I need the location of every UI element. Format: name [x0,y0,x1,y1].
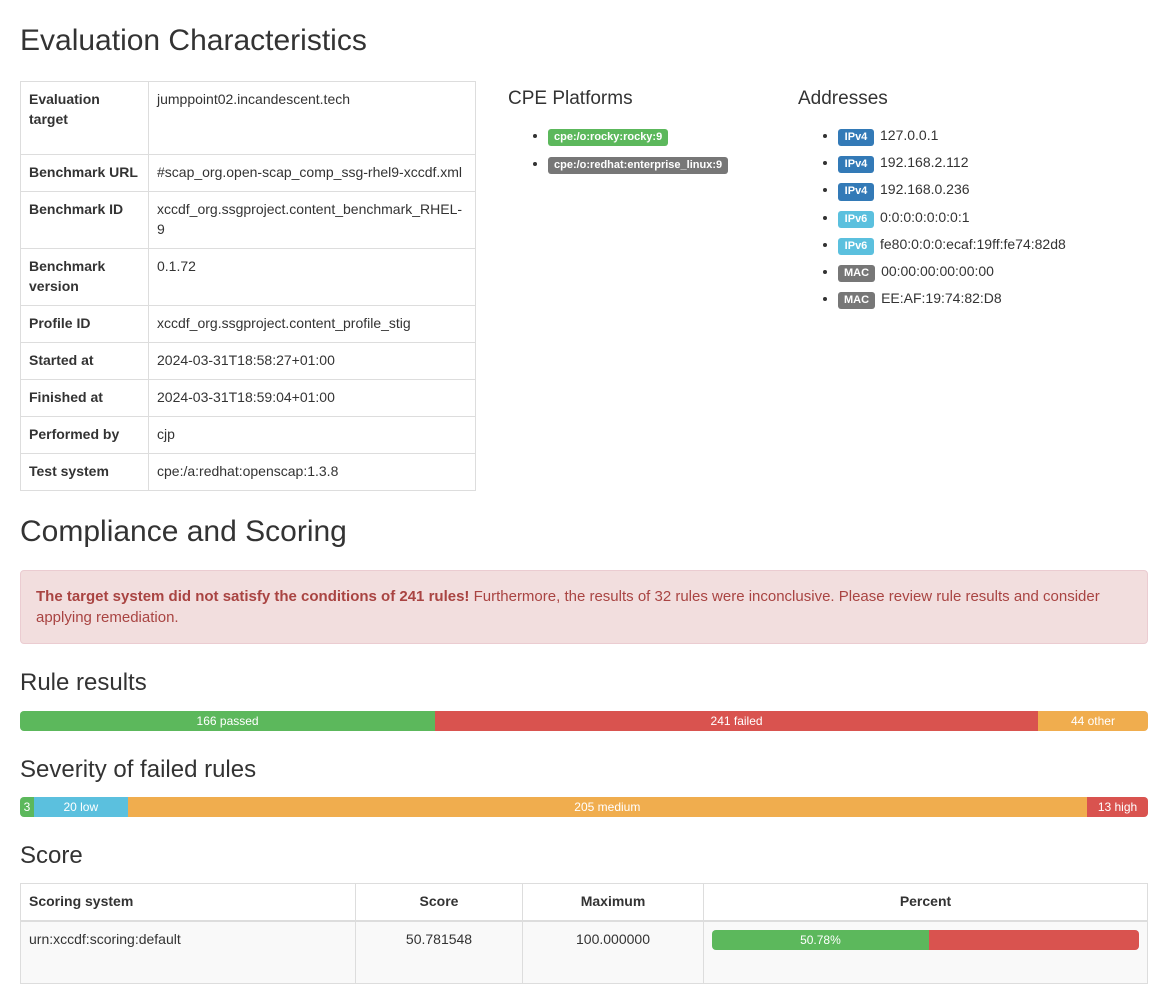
cpe-badge: cpe:/o:rocky:rocky:9 [548,128,669,147]
table-row: urn:xccdf:scoring:default 50.781548 100.… [20,920,1148,984]
table-header-row: Scoring system Score Maximum Percent [20,883,1148,923]
cpe-platforms-title: CPE Platforms [508,87,633,109]
list-item: IPv4 127.0.0.1 [838,126,1128,147]
severity-title: Severity of failed rules [20,755,257,783]
severity-bar: 3 20 low 205 medium 13 high [20,796,1148,817]
char-value: 2024-03-31T18:59:04+01:00 [148,378,476,417]
list-item: cpe:/o:rocky:rocky:9 [548,126,798,147]
address-value: EE:AF:19:74:82:D8 [881,290,1002,307]
alert-strong-text: The target system did not satisfy the co… [36,587,470,605]
char-value: jumppoint02.incandescent.tech [148,80,476,155]
address-type-badge: IPv6 [838,210,874,228]
char-value: cpe:/a:redhat:openscap:1.3.8 [148,452,476,491]
evaluation-characteristics-section: Evaluation target jumppoint02.incandesce… [20,77,1148,491]
cpe-platforms-column: CPE Platforms cpe:/o:rocky:rocky:9 cpe:/… [508,77,798,183]
list-item: IPv6 fe80:0:0:0:ecaf:19ff:fe74:82d8 [838,235,1128,255]
score-header-maximum: Maximum [522,883,704,923]
table-row: Profile ID xccdf_org.ssgproject.content_… [20,304,476,343]
score-value: 50.781548 [355,920,523,984]
table-row: Benchmark version 0.1.72 [20,247,476,306]
percent-cell: 50.78% [703,920,1148,984]
severity-high-segment: 13 high [1087,796,1148,817]
list-item: MAC 00:00:00:00:00:00 [838,262,1128,283]
score-header-percent: Percent [703,883,1148,923]
address-type-badge: IPv4 [838,128,874,147]
failed-segment: 241 failed [435,710,1038,731]
address-type-badge: IPv4 [838,183,874,201]
list-item: IPv4 192.168.0.236 [838,180,1128,201]
address-type-badge: IPv6 [838,237,874,255]
address-type-badge: MAC [838,292,876,310]
cpe-platforms-list: cpe:/o:rocky:rocky:9 cpe:/o:redhat:enter… [508,126,798,175]
maximum-value: 100.000000 [522,920,704,984]
page-title: Evaluation Characteristics [20,24,367,57]
char-value: 0.1.72 [148,247,476,306]
table-row: Finished at 2024-03-31T18:59:04+01:00 [20,378,476,417]
severity-medium-segment: 205 medium [127,796,1088,817]
char-value: xccdf_org.ssgproject.content_profile_sti… [148,304,476,343]
char-label: Profile ID [20,304,149,343]
score-table: Scoring system Score Maximum Percent urn… [20,883,1148,984]
rule-results-title: Rule results [20,669,147,697]
char-label: Benchmark version [20,247,149,306]
failed-rules-alert: The target system did not satisfy the co… [20,569,1148,645]
table-row: Started at 2024-03-31T18:58:27+01:00 [20,341,476,380]
table-row: Benchmark ID xccdf_org.ssgproject.conten… [20,190,476,249]
passed-segment: 166 passed [20,710,436,731]
char-value: 2024-03-31T18:58:27+01:00 [148,341,476,380]
other-segment: 44 other [1037,710,1148,731]
list-item: MAC EE:AF:19:74:82:D8 [838,289,1128,310]
list-item: cpe:/o:redhat:enterprise_linux:9 [548,154,798,175]
char-label: Finished at [20,378,149,417]
char-label: Performed by [20,415,149,454]
characteristics-table: Evaluation target jumppoint02.incandesce… [20,80,476,491]
table-row: Benchmark URL #scap_org.open-scap_comp_s… [20,153,476,192]
char-label: Benchmark URL [20,153,149,192]
alert-rest-text: Furthermore, the results of 32 rules wer… [36,587,1100,626]
compliance-scoring-title: Compliance and Scoring [20,514,347,548]
table-row: Performed by cjp [20,415,476,454]
address-value: fe80:0:0:0:ecaf:19ff:fe74:82d8 [880,235,1066,252]
score-header-score: Score [355,883,523,923]
address-value: 192.168.2.112 [880,154,969,171]
table-row: Test system cpe:/a:redhat:openscap:1.3.8 [20,452,476,491]
char-label: Started at [20,341,149,380]
score-percent-bar: 50.78% [712,930,1139,951]
addresses-list: IPv4 127.0.0.1 IPv4 192.168.2.112 IPv4 192.… [798,126,1128,310]
severity-other-segment: 3 [20,796,34,817]
severity-low-segment: 20 low [33,796,128,817]
address-value: 127.0.0.1 [880,126,939,143]
char-label: Evaluation target [20,80,149,155]
score-title: Score [20,841,83,869]
address-value: 192.168.0.236 [880,181,970,198]
char-value: #scap_org.open-scap_comp_ssg-rhel9-xccdf… [148,153,476,192]
char-label: Benchmark ID [20,190,149,249]
addresses-column: Addresses IPv4 127.0.0.1 IPv4 192.168.2.11… [798,77,1128,316]
score-header-system: Scoring system [20,883,356,923]
address-value: 0:0:0:0:0:0:0:1 [880,208,970,225]
addresses-title: Addresses [798,87,888,109]
char-label: Test system [20,452,149,491]
report-page: Evaluation Characteristics Evaluation ta… [0,20,1168,1004]
address-type-badge: MAC [838,264,876,283]
score-percent-pass-segment: 50.78% [712,930,929,951]
list-item: IPv6 0:0:0:0:0:0:0:1 [838,208,1128,228]
address-value: 00:00:00:00:00:00 [881,262,994,279]
scoring-system-value: urn:xccdf:scoring:default [20,920,356,984]
characteristics-table-column: Evaluation target jumppoint02.incandesce… [20,77,476,491]
char-value: cjp [148,415,476,454]
rule-results-bar: 166 passed 241 failed 44 other [20,710,1148,731]
table-row: Evaluation target jumppoint02.incandesce… [20,80,476,155]
score-percent-rest-segment [928,930,1139,951]
cpe-badge: cpe:/o:redhat:enterprise_linux:9 [548,157,729,175]
list-item: IPv4 192.168.2.112 [838,153,1128,174]
address-type-badge: IPv4 [838,156,874,174]
char-value: xccdf_org.ssgproject.content_benchmark_R… [148,190,476,249]
